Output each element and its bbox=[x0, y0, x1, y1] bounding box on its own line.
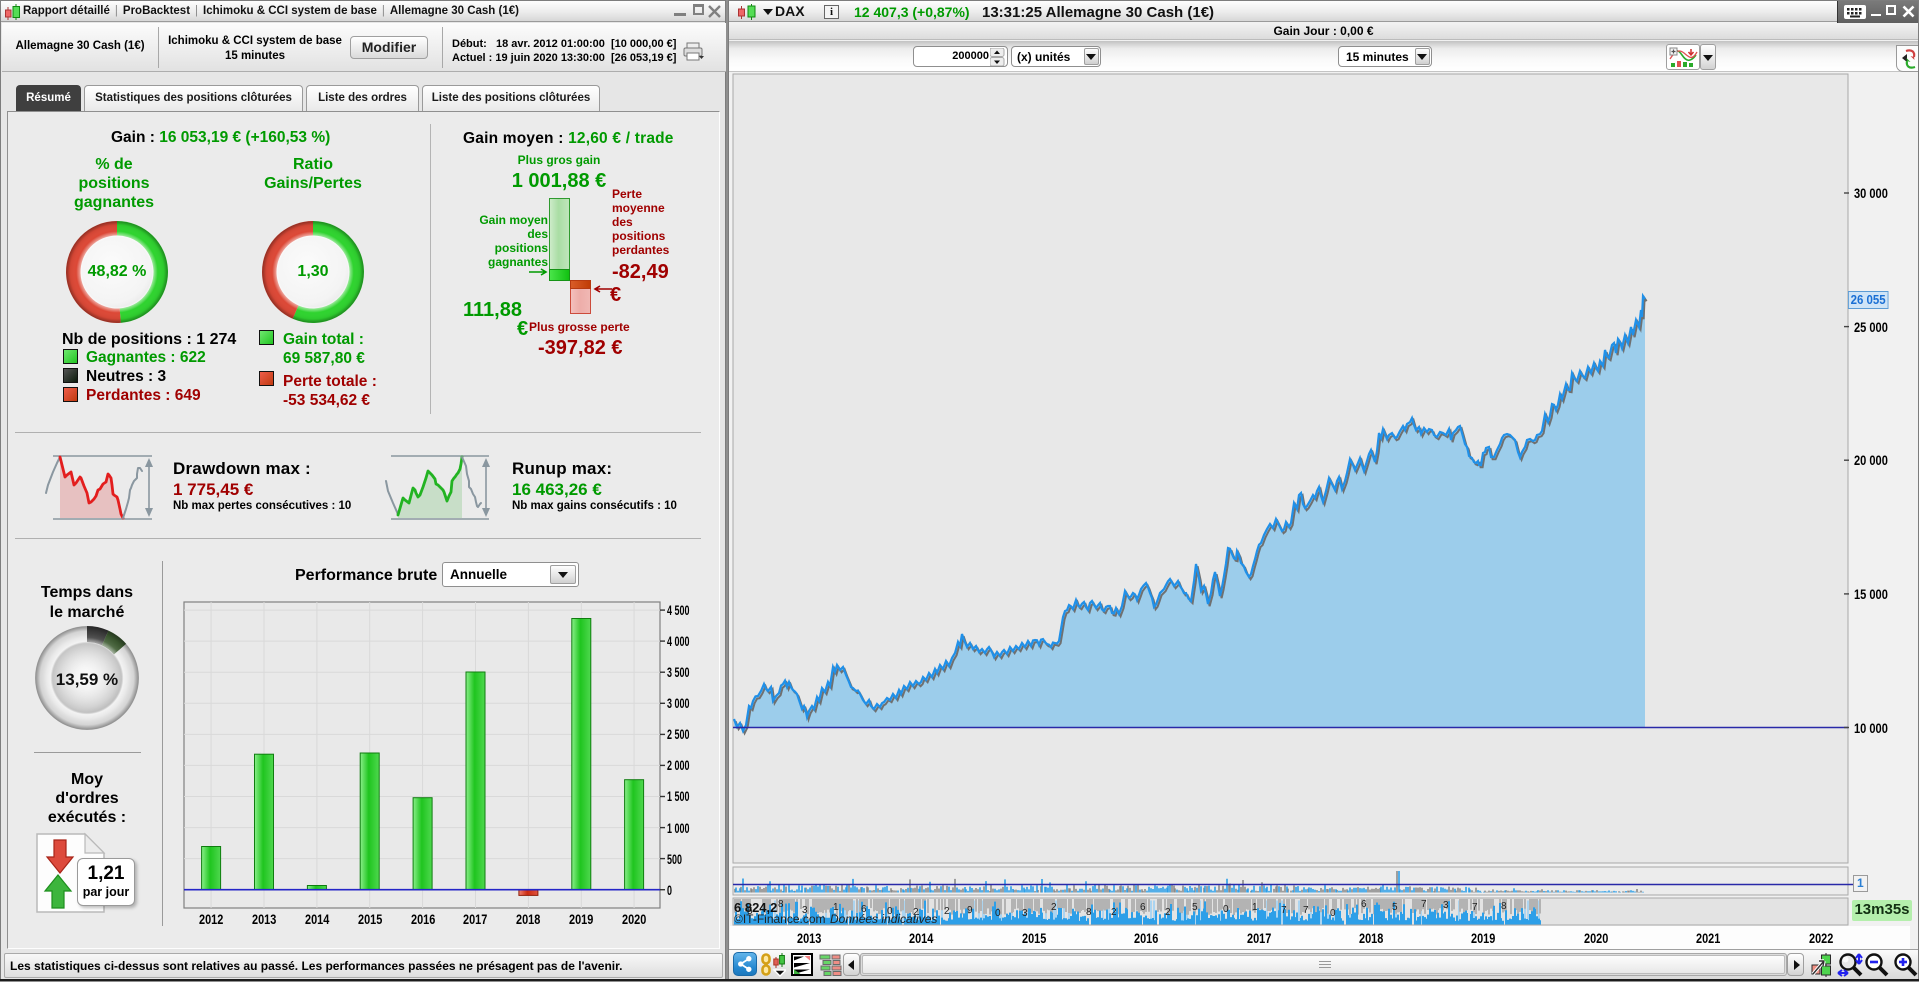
svg-text:8: 8 bbox=[778, 899, 784, 910]
svg-text:5: 5 bbox=[1392, 902, 1398, 913]
svg-text:3: 3 bbox=[1443, 900, 1449, 911]
svg-text:6: 6 bbox=[1361, 899, 1367, 910]
svg-text:2: 2 bbox=[944, 906, 950, 917]
svg-text:1: 1 bbox=[1252, 902, 1258, 913]
svg-text:2: 2 bbox=[1165, 907, 1171, 918]
svg-text:0: 0 bbox=[887, 906, 893, 917]
svg-text:©IT-Finance.com: ©IT-Finance.com bbox=[734, 912, 826, 926]
svg-text:7: 7 bbox=[1303, 905, 1309, 916]
svg-text:Données indicatives: Données indicatives bbox=[830, 912, 937, 926]
svg-text:9: 9 bbox=[967, 905, 973, 916]
svg-text:5: 5 bbox=[747, 906, 753, 917]
svg-text:5: 5 bbox=[1192, 902, 1198, 913]
svg-text:0: 0 bbox=[995, 908, 1001, 919]
svg-text:7: 7 bbox=[1421, 899, 1427, 910]
svg-text:3: 3 bbox=[802, 905, 808, 916]
svg-text:8: 8 bbox=[1501, 901, 1507, 912]
svg-text:2: 2 bbox=[1051, 902, 1057, 913]
svg-text:7: 7 bbox=[1472, 902, 1478, 913]
svg-text:1: 1 bbox=[833, 902, 839, 913]
svg-text:6 824,2: 6 824,2 bbox=[734, 900, 777, 915]
svg-text:6: 6 bbox=[861, 904, 867, 915]
svg-text:0: 0 bbox=[1223, 904, 1229, 915]
svg-text:7: 7 bbox=[1281, 905, 1287, 916]
svg-text:3: 3 bbox=[1022, 908, 1028, 919]
svg-text:6: 6 bbox=[1140, 902, 1146, 913]
svg-text:0: 0 bbox=[1330, 908, 1336, 919]
svg-text:2: 2 bbox=[1111, 907, 1117, 918]
svg-text:8: 8 bbox=[1086, 907, 1092, 918]
svg-text:2: 2 bbox=[913, 907, 919, 918]
